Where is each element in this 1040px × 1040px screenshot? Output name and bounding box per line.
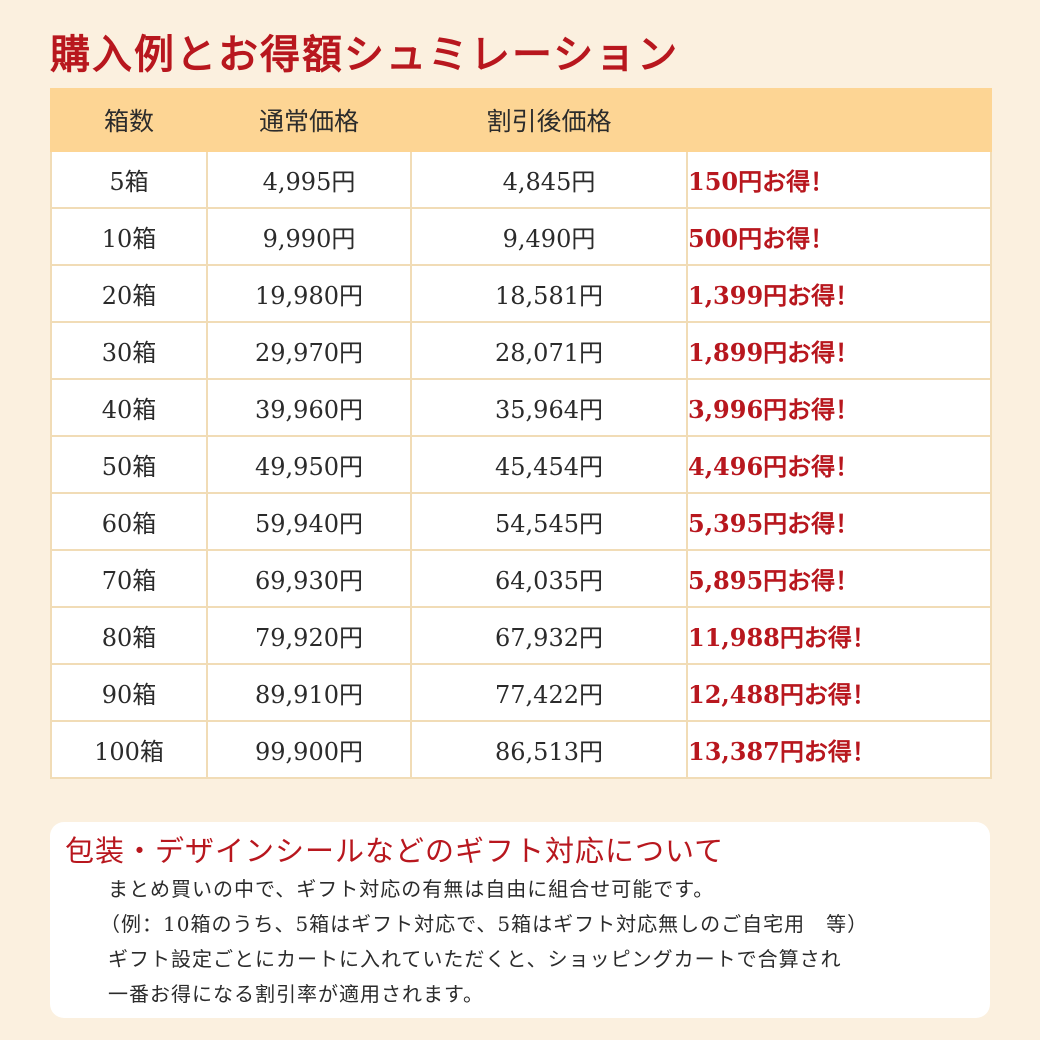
header-regular-price: 通常価格 <box>206 88 412 152</box>
cell-discounted-price: 18,581円 <box>410 264 688 323</box>
cell-saving: 3,996円お得！ <box>686 378 992 437</box>
gift-info-line: （例：10箱のうち、5箱はギフト対応で、5箱はギフト対応無しのご自宅用 等） <box>100 912 869 936</box>
cell-discounted-price: 9,490円 <box>410 207 688 266</box>
table-row: 90箱 89,910円 77,422円 12,488円お得！ <box>50 663 992 722</box>
table-row: 5箱 4,995円 4,845円 150円お得！ <box>50 150 992 209</box>
gift-info-line: ギフト設定ごとにカートに入れていただくと、ショッピングカートで合算され <box>108 947 842 971</box>
table-row: 30箱 29,970円 28,071円 1,899円お得！ <box>50 321 992 380</box>
price-simulation-table: 箱数 通常価格 割引後価格 5箱 4,995円 4,845円 150円お得！ 10箱 9,… <box>50 88 992 779</box>
cell-saving: 12,488円お得！ <box>686 663 992 722</box>
header-saving <box>686 88 992 152</box>
cell-regular-price: 39,960円 <box>206 378 412 437</box>
cell-saving: 1,399円お得！ <box>686 264 992 323</box>
cell-discounted-price: 77,422円 <box>410 663 688 722</box>
cell-saving: 5,395円お得！ <box>686 492 992 551</box>
gift-info-line: まとめ買いの中で、ギフト対応の有無は自由に組合せ可能です。 <box>108 877 715 901</box>
table-row: 40箱 39,960円 35,964円 3,996円お得！ <box>50 378 992 437</box>
cell-boxes: 70箱 <box>50 549 208 608</box>
header-discounted-price: 割引後価格 <box>410 88 688 152</box>
cell-boxes: 50箱 <box>50 435 208 494</box>
table-row: 20箱 19,980円 18,581円 1,399円お得！ <box>50 264 992 323</box>
cell-discounted-price: 64,035円 <box>410 549 688 608</box>
gift-info-title: 包装・デザインシールなどのギフト対応について <box>65 834 725 868</box>
cell-discounted-price: 67,932円 <box>410 606 688 665</box>
gift-info-panel: 包装・デザインシールなどのギフト対応について まとめ買いの中で、ギフト対応の有無… <box>50 822 990 1018</box>
table-row: 10箱 9,990円 9,490円 500円お得！ <box>50 207 992 266</box>
gift-info-line: 一番お得になる割引率が適用されます。 <box>108 982 484 1006</box>
cell-discounted-price: 28,071円 <box>410 321 688 380</box>
gift-info-body: まとめ買いの中で、ギフト対応の有無は自由に組合せ可能です。 （例：10箱のうち、… <box>100 872 868 1012</box>
table-row: 60箱 59,940円 54,545円 5,395円お得！ <box>50 492 992 551</box>
cell-boxes: 100箱 <box>50 720 208 779</box>
cell-regular-price: 79,920円 <box>206 606 412 665</box>
cell-saving: 150円お得！ <box>686 150 992 209</box>
header-boxes: 箱数 <box>50 88 208 152</box>
cell-regular-price: 49,950円 <box>206 435 412 494</box>
cell-boxes: 10箱 <box>50 207 208 266</box>
cell-saving: 13,387円お得！ <box>686 720 992 779</box>
cell-boxes: 5箱 <box>50 150 208 209</box>
page-title: 購入例とお得額シュミレーション <box>50 31 680 78</box>
cell-regular-price: 89,910円 <box>206 663 412 722</box>
table-row: 100箱 99,900円 86,513円 13,387円お得！ <box>50 720 992 779</box>
cell-regular-price: 69,930円 <box>206 549 412 608</box>
cell-discounted-price: 54,545円 <box>410 492 688 551</box>
cell-discounted-price: 35,964円 <box>410 378 688 437</box>
cell-saving: 4,496円お得！ <box>686 435 992 494</box>
cell-discounted-price: 45,454円 <box>410 435 688 494</box>
cell-boxes: 90箱 <box>50 663 208 722</box>
cell-saving: 11,988円お得！ <box>686 606 992 665</box>
cell-saving: 1,899円お得！ <box>686 321 992 380</box>
cell-discounted-price: 4,845円 <box>410 150 688 209</box>
cell-discounted-price: 86,513円 <box>410 720 688 779</box>
cell-boxes: 20箱 <box>50 264 208 323</box>
cell-saving: 500円お得！ <box>686 207 992 266</box>
cell-regular-price: 29,970円 <box>206 321 412 380</box>
cell-boxes: 40箱 <box>50 378 208 437</box>
cell-boxes: 30箱 <box>50 321 208 380</box>
cell-boxes: 60箱 <box>50 492 208 551</box>
cell-regular-price: 4,995円 <box>206 150 412 209</box>
cell-boxes: 80箱 <box>50 606 208 665</box>
table-header-row: 箱数 通常価格 割引後価格 <box>50 88 992 152</box>
table-row: 80箱 79,920円 67,932円 11,988円お得！ <box>50 606 992 665</box>
cell-regular-price: 9,990円 <box>206 207 412 266</box>
table-row: 50箱 49,950円 45,454円 4,496円お得！ <box>50 435 992 494</box>
cell-regular-price: 59,940円 <box>206 492 412 551</box>
cell-saving: 5,895円お得！ <box>686 549 992 608</box>
table-row: 70箱 69,930円 64,035円 5,895円お得！ <box>50 549 992 608</box>
cell-regular-price: 99,900円 <box>206 720 412 779</box>
cell-regular-price: 19,980円 <box>206 264 412 323</box>
